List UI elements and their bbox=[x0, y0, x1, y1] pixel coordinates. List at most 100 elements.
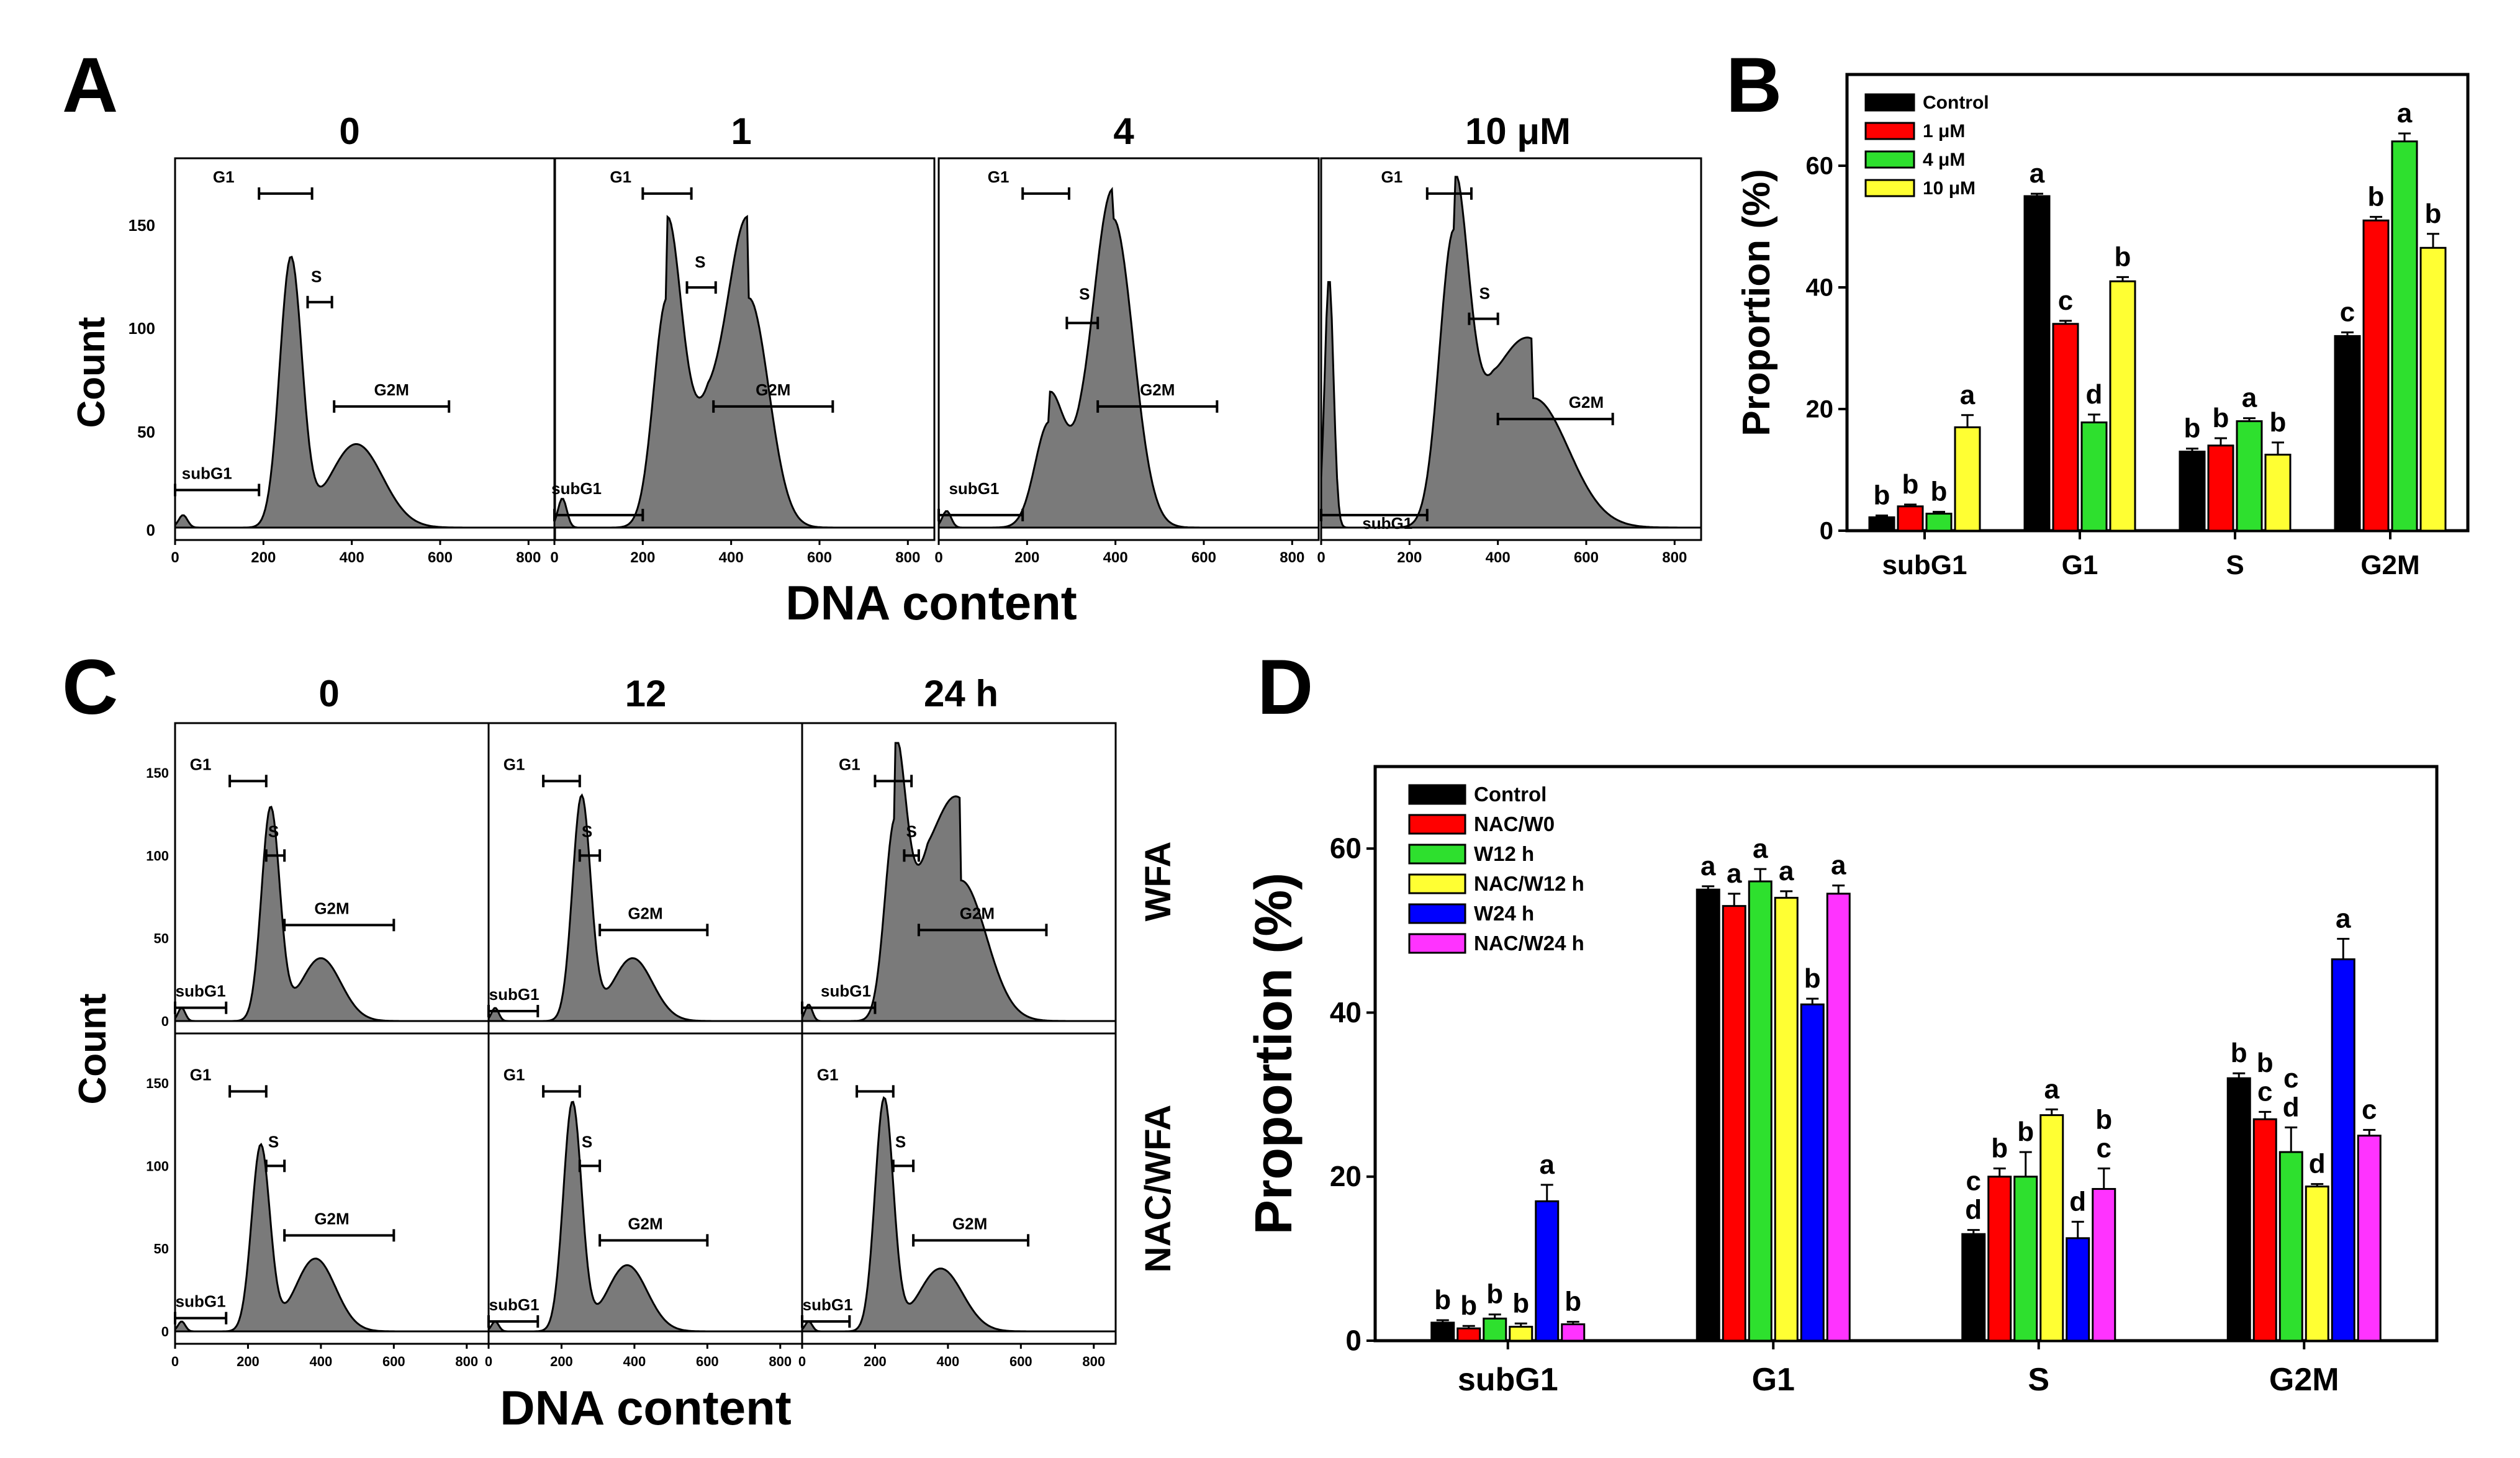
panel-d-bar-5-0 bbox=[1561, 1323, 1586, 1342]
panel-c-hist-1-gate-label-3: G2M bbox=[628, 904, 662, 922]
panel-c-hist-3-gate-label-1: G1 bbox=[190, 1065, 212, 1084]
panel-c-hist-1-gate-label-0: subG1 bbox=[489, 985, 540, 1004]
panel-d-bar-1-1 bbox=[1722, 905, 1746, 1342]
panel-c-row-label-1: NAC/WFA bbox=[1138, 1105, 1178, 1273]
panel-d-frame bbox=[1373, 765, 2439, 1343]
panel-d-bar-4-0 bbox=[1535, 1200, 1560, 1342]
panel-b-sig-letter-0-2-0: b bbox=[2184, 413, 2201, 444]
panel-d-bar-3-0 bbox=[1509, 1326, 1533, 1342]
panel-d-legend-label-3: NAC/W12 h bbox=[1474, 872, 1584, 895]
panel-c-hist-4-histogram bbox=[487, 1100, 802, 1333]
panel-b-category-0: subG1 bbox=[1882, 550, 1967, 580]
panel-c-hist-3-xtick-3: 600 bbox=[382, 1354, 405, 1369]
panel-a-hist-3-frame bbox=[1320, 157, 1702, 541]
panel-a-hist-1-xtick-3: 600 bbox=[807, 549, 832, 566]
panel-c-ylabel: Count bbox=[71, 993, 114, 1104]
panel-b-bar-3-1 bbox=[2109, 280, 2136, 532]
panel-c-hist-4-gate-label-1: G1 bbox=[504, 1065, 525, 1084]
panel-c-hist-3-gate-label-0: subG1 bbox=[176, 1292, 226, 1311]
panel-a-hist-2-xtick-1: 200 bbox=[1014, 549, 1039, 566]
panel-b-sig-letter-2-2-0: a bbox=[2242, 383, 2257, 413]
panel-d-sig-letter-0-3-0: b bbox=[2231, 1038, 2247, 1068]
panel-d-sig-letter-2-1-0: a bbox=[1753, 834, 1768, 864]
panel-c-hist-3-ytick-3: 150 bbox=[146, 1076, 169, 1091]
panel-b-bar-1-1 bbox=[2052, 323, 2079, 532]
panel-c-hist-3-xtick-1: 200 bbox=[237, 1354, 260, 1369]
panel-d-bar-5-1 bbox=[1826, 893, 1851, 1342]
panel-d-bar-1-3 bbox=[2252, 1118, 2277, 1342]
panel-a-hist-2-xtick-4: 800 bbox=[1280, 549, 1304, 566]
panel-d-sig-letter-3-1-0: a bbox=[1779, 856, 1794, 886]
panel-d-sig-letter-4-3-0: a bbox=[2336, 904, 2351, 934]
panel-b-ytick-2: 40 bbox=[1806, 274, 1834, 301]
panel-d-legend-swatch-0 bbox=[1408, 784, 1466, 805]
panel-c-hist-1-gate-label-1: G1 bbox=[504, 755, 525, 773]
panel-b-bar-1-3 bbox=[2362, 219, 2390, 532]
panel-d-sig-letter-0-0-0: b bbox=[1434, 1285, 1451, 1315]
panel-a-hist-2-histogram bbox=[937, 186, 1319, 529]
panel-d-bar-0-3 bbox=[2226, 1077, 2251, 1342]
panel-c-hist-3-xtick-2: 400 bbox=[310, 1354, 333, 1369]
panel-c-hist-0-gate-label-0: subG1 bbox=[176, 982, 226, 1001]
panel-c-hist-5-gate-label-1: G1 bbox=[817, 1065, 839, 1084]
panel-c-hist-3-xtick-0: 0 bbox=[171, 1354, 179, 1369]
panel-c-hist-0-ytick-3: 150 bbox=[146, 765, 169, 781]
panel-a-hist-3-gate-label-3: G2M bbox=[1569, 393, 1604, 412]
panel-a-hist-3-xtick-1: 200 bbox=[1397, 549, 1422, 566]
panel-d-bar-3-1 bbox=[1774, 896, 1799, 1342]
panel-c-hist-5-gate-label-3: G2M bbox=[952, 1214, 987, 1233]
panel-d-sig-letter-5-1-0: a bbox=[1831, 850, 1846, 881]
panel-a-col-label-1: 1 bbox=[731, 110, 751, 152]
panel-d-category-3: G2M bbox=[2269, 1362, 2339, 1398]
panel-d-bar-3-3 bbox=[2305, 1186, 2329, 1342]
panel-b-frame bbox=[1845, 73, 2470, 533]
panel-b-bar-2-3 bbox=[2391, 140, 2418, 532]
panel-a-hist-0-gate-label-1: G1 bbox=[213, 168, 235, 186]
panel-letter-c: C bbox=[62, 644, 118, 731]
panel-b-sig-letter-0-0-0: b bbox=[1874, 480, 1890, 511]
panel-a-hist-3-gate-label-0: subG1 bbox=[1362, 514, 1412, 533]
panel-b-ylabel: Proportion (%) bbox=[1735, 169, 1778, 436]
panel-a-hist-1-gate-label-1: G1 bbox=[610, 168, 631, 186]
panel-b-category-3: G2M bbox=[2360, 550, 2419, 580]
panel-c-hist-5-frame bbox=[801, 1032, 1117, 1345]
panel-d-category-0: subG1 bbox=[1458, 1362, 1558, 1398]
panel-c-hist-0-histogram bbox=[174, 806, 489, 1022]
panel-c-hist-2-gate-label-1: G1 bbox=[839, 755, 860, 773]
panel-d-legend-swatch-3 bbox=[1408, 873, 1466, 894]
panel-c-hist-2-gate-label-3: G2M bbox=[960, 904, 995, 922]
panel-d-category-2: S bbox=[2028, 1362, 2049, 1398]
panel-a-hist-0-xtick-4: 800 bbox=[516, 549, 541, 566]
panel-c-hist-4-gate-label-3: G2M bbox=[628, 1214, 662, 1233]
panel-d-sig-letter-2-2-0: b bbox=[2017, 1117, 2034, 1147]
panel-a-hist-0-xtick-1: 200 bbox=[251, 549, 276, 566]
panel-a-hist-2-xtick-3: 600 bbox=[1191, 549, 1216, 566]
panel-c-hist-5-histogram bbox=[801, 1096, 1116, 1333]
panel-a-hist-1-xtick-2: 400 bbox=[719, 549, 744, 566]
panel-d-bar-1-0 bbox=[1456, 1327, 1481, 1342]
panel-letter-d: D bbox=[1257, 644, 1313, 731]
panel-d-legend-label-0: Control bbox=[1474, 783, 1547, 806]
panel-b-sig-letter-3-1-0: b bbox=[2115, 241, 2131, 272]
panel-d-ylabel: Proportion (%) bbox=[1244, 873, 1303, 1235]
panel-d-sig-letter-0-2-1: d bbox=[1965, 1195, 1982, 1225]
panel-c-row-label-0: WFA bbox=[1138, 842, 1178, 922]
panel-d-category-1: G1 bbox=[1752, 1362, 1795, 1398]
panel-d-sig-letter-0-1-0: a bbox=[1700, 851, 1716, 881]
panel-a-hist-1-xtick-0: 0 bbox=[550, 549, 558, 566]
panel-b-legend-swatch-3 bbox=[1864, 179, 1915, 197]
panel-b-sig-letter-0-3-0: c bbox=[2340, 297, 2355, 328]
panel-d-sig-letter-3-3-0: d bbox=[2309, 1149, 2326, 1179]
panel-d-sig-letter-5-0-0: b bbox=[1565, 1287, 1581, 1317]
panel-b-bar-1-0 bbox=[1897, 505, 1924, 532]
panel-a-hist-1-gate-label-3: G2M bbox=[756, 380, 790, 399]
panel-b-bar-3-3 bbox=[2419, 246, 2447, 532]
panel-b-bar-2-2 bbox=[2236, 420, 2263, 532]
panel-b-category-2: S bbox=[2226, 550, 2244, 580]
panel-d-bar-0-1 bbox=[1696, 888, 1720, 1342]
panel-d-bar-0-0 bbox=[1430, 1321, 1455, 1342]
panel-a-hist-0-histogram bbox=[174, 255, 555, 529]
panel-b-sig-letter-1-2-0: b bbox=[2213, 403, 2229, 433]
panel-b-legend-label-0: Control bbox=[1923, 92, 1989, 113]
